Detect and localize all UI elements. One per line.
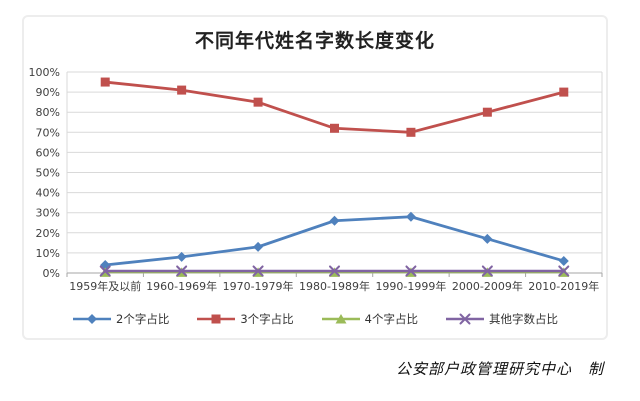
x-axis-label: 1990-1999年 xyxy=(375,279,446,293)
square-marker-icon xyxy=(100,77,110,87)
legend-label-two-char: 2个字占比 xyxy=(116,312,170,326)
x-marker-icon xyxy=(329,265,340,277)
x-marker-icon xyxy=(176,265,188,277)
x-axis-label: 2010-2019年 xyxy=(528,279,599,293)
diamond-marker-icon xyxy=(253,241,264,252)
legend-label-other: 其他字数占比 xyxy=(488,312,558,326)
source-credit: 公安部户政管理研究中心 制 xyxy=(395,360,604,378)
square-marker-icon xyxy=(211,314,221,324)
x-axis-label: 1970-1979年 xyxy=(223,279,294,293)
diamond-marker-icon xyxy=(87,314,97,324)
y-axis-label: 90% xyxy=(36,86,60,99)
x-marker-icon xyxy=(459,313,471,325)
diamond-marker-icon xyxy=(405,211,416,222)
x-axis-label: 1959年及以前 xyxy=(69,279,141,293)
legend-x-glyph xyxy=(445,313,484,325)
diamond-marker-icon xyxy=(176,251,187,262)
square-marker-icon xyxy=(559,87,569,97)
y-axis-label: 40% xyxy=(36,187,60,200)
legend-item-two-char: 2个字占比 xyxy=(72,311,169,327)
x-marker-icon xyxy=(405,265,417,277)
y-axis-label: 80% xyxy=(36,106,60,119)
y-axis-label: 60% xyxy=(36,146,60,159)
x-axis-label: 2000-2009年 xyxy=(452,279,523,293)
legend-label-three-char: 3个字占比 xyxy=(240,312,294,326)
y-axis-label: 70% xyxy=(36,126,60,139)
x-axis-label: 1960-1969年 xyxy=(146,279,217,293)
square-marker-icon xyxy=(177,85,187,95)
y-axis-label: 10% xyxy=(36,247,60,260)
legend-label-four-char: 4个字占比 xyxy=(364,312,418,326)
square-marker-icon xyxy=(330,123,339,133)
y-axis-label: 30% xyxy=(36,207,60,220)
y-axis-label: 0% xyxy=(43,267,60,280)
x-axis-label: 1980-1989年 xyxy=(299,279,370,293)
x-marker-icon xyxy=(252,265,264,277)
diamond-marker-icon xyxy=(482,233,493,244)
y-axis-label: 50% xyxy=(36,167,60,180)
legend-triangle-glyph xyxy=(321,314,360,324)
legend-square-glyph xyxy=(197,314,236,324)
chart-container xyxy=(22,15,608,340)
y-axis-label: 20% xyxy=(36,227,60,240)
square-marker-icon xyxy=(406,127,416,137)
legend-item-three-char: 3个字占比 xyxy=(196,311,294,327)
diamond-marker-icon xyxy=(558,255,569,266)
x-marker-icon xyxy=(558,265,570,277)
legend-item-other: 其他字数占比 xyxy=(445,311,558,327)
legend-diamond-glyph xyxy=(73,314,111,324)
y-axis-label: 100% xyxy=(29,66,60,79)
chart-title: 不同年代姓名字数长度变化 xyxy=(194,30,435,52)
square-marker-icon xyxy=(253,97,263,107)
legend-item-four-char: 4个字占比 xyxy=(321,311,418,327)
x-marker-icon xyxy=(481,265,493,277)
diamond-marker-icon xyxy=(329,215,340,226)
chart-legend: 2个字占比 3个字占比 4个字占比 其他字数占比 xyxy=(22,310,608,328)
x-marker-icon xyxy=(99,265,111,277)
triangle-marker-icon xyxy=(335,314,347,324)
square-marker-icon xyxy=(482,107,492,117)
